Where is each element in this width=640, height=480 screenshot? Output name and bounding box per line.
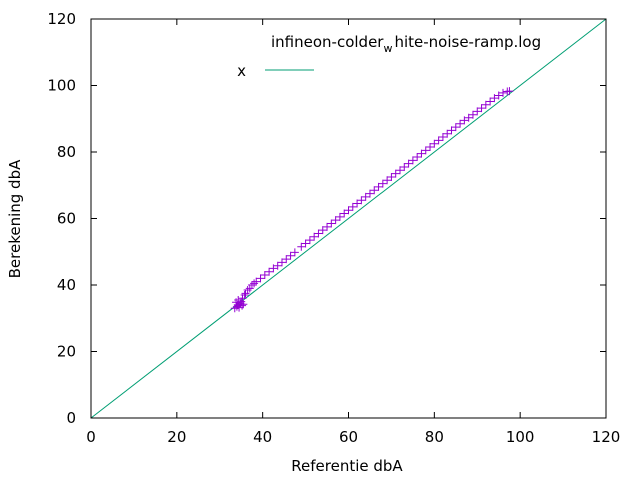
x-tick-label: 0 [86, 428, 96, 446]
data-point [238, 301, 247, 310]
data-point [460, 116, 469, 125]
data-point [413, 152, 422, 161]
data-point [365, 189, 374, 198]
data-point [378, 179, 387, 188]
data-point [260, 271, 269, 280]
data-point [451, 123, 460, 132]
y-tick-label: 60 [57, 210, 76, 228]
data-point [387, 172, 396, 181]
data-point [353, 199, 362, 208]
data-point [408, 156, 417, 165]
data-point [443, 129, 452, 138]
data-point [232, 302, 241, 311]
data-point [245, 284, 254, 293]
data-point [297, 242, 306, 251]
data-point [240, 290, 249, 299]
data-marks [90, 18, 607, 419]
data-point [421, 146, 430, 155]
data-point [243, 285, 252, 294]
data-point [269, 264, 278, 273]
plot-frame [90, 18, 607, 419]
data-point [464, 113, 473, 122]
data-point [370, 186, 379, 195]
x-tick-label: 20 [167, 428, 186, 446]
y-tick-label: 80 [57, 143, 76, 161]
data-point [434, 136, 443, 145]
data-point [314, 229, 323, 238]
data-point [468, 110, 477, 119]
data-point [238, 294, 247, 303]
data-point [234, 295, 243, 304]
data-point [273, 261, 282, 270]
data-point [481, 100, 490, 109]
data-point [282, 255, 291, 264]
title-subscript: w [383, 42, 392, 55]
data-point [456, 119, 465, 128]
data-point [477, 104, 486, 113]
data-point [426, 143, 435, 152]
x-tick-label: 80 [425, 428, 444, 446]
data-point [252, 277, 261, 286]
y-tick-label: 20 [57, 343, 76, 361]
data-point [486, 97, 495, 106]
y-tick-label: 0 [66, 409, 76, 427]
x-axis-title: Referentie dbA [291, 457, 403, 475]
data-point [391, 169, 400, 178]
data-point [256, 274, 265, 283]
data-point [417, 149, 426, 158]
data-point [305, 236, 314, 245]
x-tick-label: 60 [339, 428, 358, 446]
data-point [239, 300, 248, 309]
y-tick-label: 120 [47, 10, 76, 28]
data-point [327, 219, 336, 228]
x-tick-label: 100 [506, 428, 535, 446]
data-point [250, 279, 259, 288]
data-point [286, 251, 295, 260]
data-point [265, 267, 274, 276]
data-point [438, 133, 447, 142]
title-rest: hite-noise-ramp.log [394, 33, 541, 51]
data-point [310, 232, 319, 241]
x-tick-label: 40 [253, 428, 272, 446]
data-point [323, 222, 332, 231]
chart-title: infineon-colderw hite-noise-ramp.log [271, 33, 541, 55]
data-point [494, 91, 503, 100]
data-point [374, 182, 383, 191]
data-point [318, 226, 327, 235]
data-point [247, 281, 256, 289]
data-point [430, 139, 439, 148]
data-point [335, 212, 344, 221]
data-point [505, 87, 514, 96]
data-point [383, 176, 392, 185]
axis-ticks: 0 20 40 60 80 100 120 0 20 40 60 80 100 120 [47, 10, 620, 446]
data-point [490, 94, 499, 103]
data-point [404, 159, 413, 168]
data-point [340, 209, 349, 218]
data-point [241, 289, 250, 298]
data-point [344, 206, 353, 215]
legend-label-x: x [237, 62, 246, 80]
data-point [301, 239, 310, 248]
y-tick-label: 40 [57, 276, 76, 294]
data-point [473, 107, 482, 116]
x-tick-label: 120 [592, 428, 621, 446]
data-point [331, 216, 340, 225]
data-point [499, 88, 507, 97]
y-tick-label: 100 [47, 77, 76, 95]
title-main: infineon-colder [271, 33, 384, 51]
identity-line [90, 18, 607, 419]
y-axis-title: Berekening dbA [6, 159, 24, 278]
data-point [396, 166, 404, 175]
data-point [447, 126, 456, 135]
data-point [357, 196, 366, 205]
data-point [400, 162, 409, 171]
data-point [348, 202, 357, 211]
data-point [277, 258, 286, 267]
data-point [361, 192, 370, 201]
data-point [290, 248, 299, 257]
